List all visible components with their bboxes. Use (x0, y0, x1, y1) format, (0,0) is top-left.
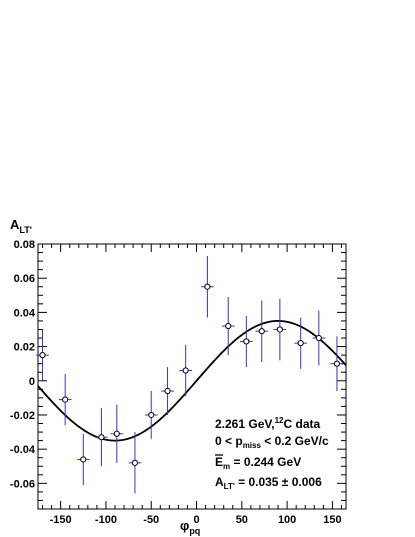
annotation-line-3: Em = 0.244 GeV (215, 455, 301, 471)
y-axis-title-main: A (10, 217, 20, 232)
fit-layer (37, 320, 347, 442)
data-point (294, 317, 308, 369)
y-axis-title-sub: LT' (19, 225, 31, 235)
x-tick-label: 150 (323, 514, 341, 526)
annotation-line-4-main: A (215, 475, 224, 489)
data-points (36, 255, 344, 494)
fit-curve (37, 320, 347, 442)
x-tick-label: -150 (50, 514, 72, 526)
annotation-line-4: ALT' = 0.035 ± 0.006 (215, 475, 322, 491)
point-marker (225, 322, 232, 330)
annotation-line-3-sub: m (223, 462, 230, 471)
data-point (273, 298, 287, 361)
y-tick-label: -0.04 (10, 444, 36, 456)
data-point (36, 329, 49, 381)
point-marker (98, 434, 105, 441)
point-marker (182, 367, 189, 374)
data-point (110, 404, 124, 463)
point-marker (276, 326, 283, 333)
point-marker (62, 396, 69, 403)
annotation-line-4-sub: LT' (224, 482, 235, 491)
annotation-line-2-pre: 0 < p (215, 434, 243, 448)
y-tick-label: 0.02 (14, 342, 35, 354)
point-marker (80, 456, 87, 463)
data-point (221, 297, 235, 356)
data-point (144, 391, 158, 439)
annotation-block: 2.261 GeV,12C data 0 < pmiss < 0.2 GeV/c… (215, 416, 329, 491)
x-tick-label: 50 (236, 514, 248, 526)
y-tick-label: 0.04 (14, 307, 36, 319)
point-marker (131, 459, 139, 466)
point-marker (39, 352, 46, 359)
annotation-line-1-sup: 12 (275, 416, 284, 425)
axes: -150 -100 -50 0 50 100 150 -0.06 -0.04 -0.02 0 0.02… (10, 239, 346, 526)
data-point (312, 310, 326, 366)
point-marker (243, 338, 250, 345)
y-tick-label: 0.08 (14, 239, 35, 251)
data-point (95, 408, 108, 467)
annotation-line-1-main: 2.261 GeV, (215, 417, 275, 431)
x-axis-title: φpq (180, 518, 200, 536)
data-point (179, 344, 192, 397)
data-point (58, 373, 72, 426)
data-point (161, 367, 174, 415)
y-tick-label: -0.06 (10, 478, 35, 490)
y-tick-label: 0 (29, 376, 35, 388)
annotation-line-1-tail: C data (284, 417, 321, 431)
data-point (201, 255, 214, 318)
x-tick-label: 0 (193, 514, 199, 526)
point-marker (297, 340, 304, 347)
data-point (76, 433, 90, 486)
y-tick-label: -0.02 (10, 410, 35, 422)
point-marker (148, 411, 155, 419)
data-point (240, 315, 253, 368)
point-marker (164, 387, 171, 395)
plot-frame (37, 243, 347, 510)
annotation-line-1: 2.261 GeV,12C data (215, 416, 321, 431)
point-marker (315, 334, 322, 342)
annotation-line-3-main: E (215, 455, 223, 469)
y-tick-label: 0.06 (14, 273, 35, 285)
point-marker (113, 430, 120, 437)
y-axis-title: ALT' (10, 217, 32, 235)
x-axis-title-main: φ (180, 518, 189, 533)
point-marker (258, 328, 265, 335)
annotation-line-2-post: < 0.2 GeV/c (261, 434, 329, 448)
data-point (330, 336, 344, 392)
annotation-line-2-sub: miss (243, 441, 262, 450)
data-point (128, 432, 142, 494)
x-tick-label: -50 (143, 514, 159, 526)
point-marker (204, 283, 211, 290)
x-tick-label: -100 (95, 514, 117, 526)
annotation-line-4-post: = 0.035 ± 0.006 (235, 475, 322, 489)
data-point (255, 300, 269, 362)
x-axis-title-sub: pq (189, 526, 200, 536)
annotation-line-3-post: = 0.244 GeV (230, 455, 301, 469)
x-tick-label: 100 (278, 514, 296, 526)
point-marker (333, 360, 341, 367)
annotation-line-2: 0 < pmiss < 0.2 GeV/c (215, 434, 329, 450)
